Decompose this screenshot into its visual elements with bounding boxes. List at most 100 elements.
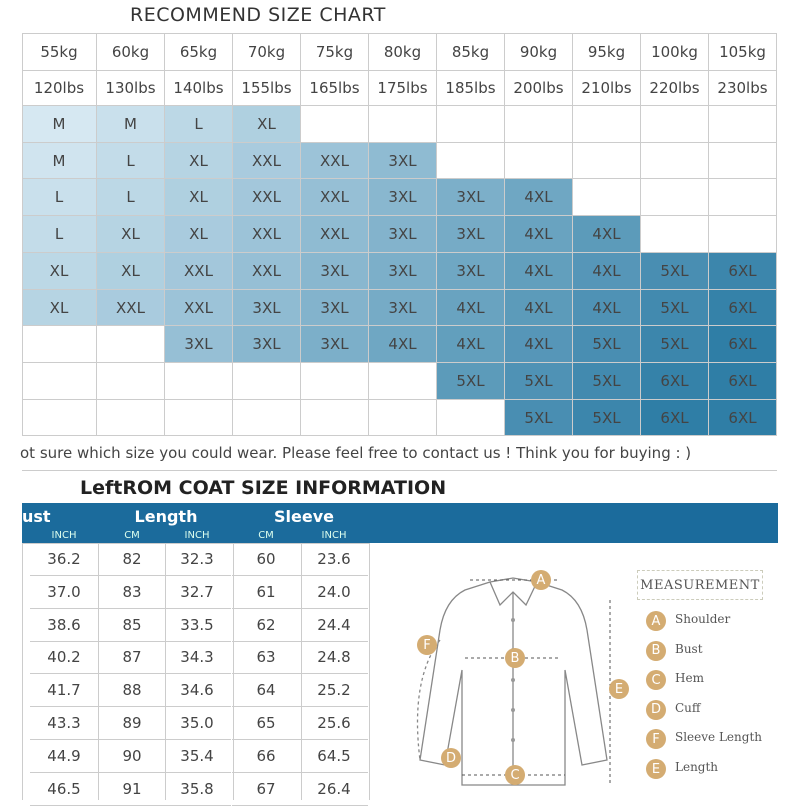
legend-label: Shoulder (675, 612, 731, 626)
size-cell: 4XL (505, 251, 573, 289)
coat-cell: 83 (98, 576, 166, 609)
size-cell: XL (233, 105, 301, 142)
letter-marker: E (609, 679, 629, 699)
size-cell (709, 178, 777, 216)
coat-cell: 36.2 (30, 543, 98, 576)
size-cell (369, 361, 437, 399)
size-cell: 5XL (505, 361, 573, 399)
coat-cell: 24.8 (300, 641, 368, 675)
size-cell: XL (97, 251, 165, 289)
kg-header: 105kg (709, 33, 777, 70)
coat-cell: 91 (98, 773, 166, 806)
size-cell: 6XL (641, 361, 709, 399)
size-cell: 3XL (233, 288, 301, 326)
group-header: Length (134, 507, 198, 526)
legend-label: Length (675, 760, 719, 774)
size-cell: 3XL (369, 178, 437, 216)
size-cell: XXL (165, 288, 233, 326)
coat-cell: 60 (232, 543, 300, 576)
size-cell: XXL (301, 178, 369, 216)
coat-cell: 43.3 (30, 707, 98, 740)
coat-cell: 65 (232, 707, 300, 740)
coat-cell: 32.3 (163, 543, 231, 576)
coat-cell: 82 (98, 543, 166, 576)
size-cell (97, 361, 165, 399)
coat-cell: 35.4 (163, 740, 231, 773)
letter-marker: B (505, 648, 525, 668)
size-cell: L (97, 178, 165, 216)
kg-header: 75kg (301, 33, 369, 70)
size-cell: 3XL (369, 215, 437, 253)
size-cell: 3XL (301, 325, 369, 363)
size-cell (97, 325, 165, 363)
coat-cell: 34.6 (163, 674, 231, 708)
unit-header: INCH (51, 530, 77, 541)
lbs-header: 130lbs (97, 70, 165, 105)
size-cell: L (97, 141, 165, 179)
coat-col-line (233, 543, 234, 800)
size-cell: XL (165, 141, 233, 179)
size-cell (641, 105, 709, 142)
kg-header: 85kg (437, 33, 505, 70)
size-cell: 6XL (709, 361, 777, 399)
legend-label: Hem (675, 671, 704, 686)
lbs-header: 230lbs (709, 70, 777, 105)
unit-header: INCH (184, 530, 210, 541)
grid-bottom (22, 435, 777, 436)
lbs-header: 175lbs (369, 70, 437, 105)
letter-marker: E (646, 759, 666, 779)
size-cell: 5XL (437, 361, 505, 399)
size-cell (437, 398, 505, 436)
size-cell (301, 398, 369, 436)
size-cell: 4XL (573, 288, 641, 326)
coat-cell: 23.6 (300, 543, 368, 576)
size-cell (573, 178, 641, 216)
size-cell: 3XL (301, 251, 369, 289)
size-cell (641, 141, 709, 179)
size-cell: 3XL (369, 251, 437, 289)
coat-cell: 24.0 (300, 576, 368, 609)
size-cell: 4XL (505, 178, 573, 216)
size-cell: XXL (301, 215, 369, 253)
size-cell (641, 215, 709, 253)
coat-cell: 85 (98, 609, 166, 642)
header-bar (22, 503, 778, 543)
coat-cell: 25.6 (300, 707, 368, 740)
kg-header: 55kg (22, 33, 97, 70)
coat-cell: 87 (98, 641, 166, 675)
size-cell (22, 361, 97, 399)
size-cell: XL (22, 288, 97, 326)
size-cell: 3XL (233, 325, 301, 363)
coat-col-line (301, 543, 302, 800)
letter-marker: A (646, 611, 666, 631)
coat-cell: 37.0 (30, 576, 98, 609)
size-cell (573, 141, 641, 179)
coat-cell: 64 (232, 674, 300, 708)
size-cell: 6XL (709, 251, 777, 289)
size-cell (369, 398, 437, 436)
unit-header: CM (258, 530, 274, 541)
lbs-header: 210lbs (573, 70, 641, 105)
size-cell (165, 361, 233, 399)
kg-header: 95kg (573, 33, 641, 70)
size-cell: 4XL (573, 215, 641, 253)
lbs-header: 140lbs (165, 70, 233, 105)
size-cell (437, 105, 505, 142)
coat-cell: 88 (98, 674, 166, 708)
group-header: Sleeve (274, 507, 334, 526)
size-cell (97, 398, 165, 436)
size-cell: 3XL (165, 325, 233, 363)
size-cell: 3XL (369, 141, 437, 179)
size-cell (301, 105, 369, 142)
size-cell (641, 178, 709, 216)
coat-bottom-line (22, 543, 369, 544)
coat-cell: 38.6 (30, 609, 98, 642)
coat-cell: 89 (98, 707, 166, 740)
size-cell (573, 105, 641, 142)
size-cell: 3XL (301, 288, 369, 326)
size-cell: L (22, 215, 97, 253)
size-cell: 3XL (437, 251, 505, 289)
coat-cell: 34.3 (163, 641, 231, 675)
size-cell: L (22, 178, 97, 216)
size-cell: 4XL (505, 215, 573, 253)
